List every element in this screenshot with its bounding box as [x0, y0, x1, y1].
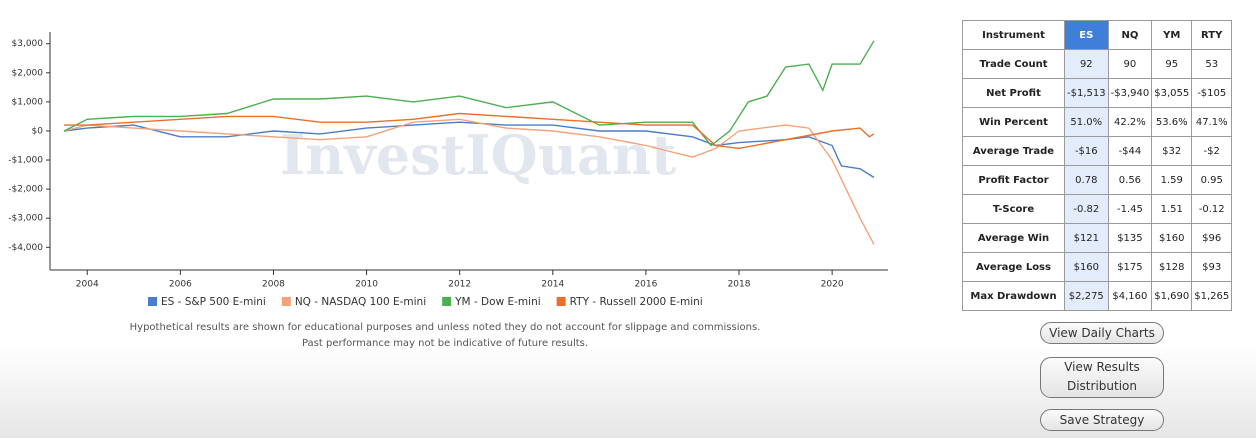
table-row: Max Drawdown $2,275 $4,160 $1,690 $1,265	[962, 281, 1233, 311]
y-tick-label: -$2,000	[8, 185, 43, 195]
x-tick-label: 2020	[821, 280, 844, 290]
cell: 47.1%	[1191, 107, 1233, 137]
cell: 0.78	[1064, 165, 1109, 195]
legend-swatch	[442, 297, 452, 306]
x-tick-label: 2004	[76, 280, 99, 290]
row-label: Profit Factor	[962, 165, 1065, 195]
cell: -1.45	[1107, 194, 1153, 224]
watermark: InvestIQuant	[280, 123, 676, 187]
legend-swatch	[148, 297, 157, 306]
cell: $32	[1151, 136, 1193, 166]
row-label: Average Win	[962, 223, 1065, 253]
cell: $2,275	[1064, 281, 1109, 311]
header-cell: RTY	[1191, 20, 1233, 50]
note: Past performance may not be indicative o…	[302, 338, 588, 349]
legend-label: RTY - Russell 2000 E-mini	[570, 296, 703, 308]
cell: -0.82	[1064, 194, 1109, 224]
y-tick-label: -$1,000	[8, 156, 43, 166]
table-row: Win Percent 51.0% 42.2% 53.6% 47.1%	[962, 107, 1233, 137]
cell: $1,265	[1191, 281, 1233, 311]
cell: $3,055	[1151, 78, 1193, 108]
row-label: Win Percent	[962, 107, 1065, 137]
y-tick-label: -$4,000	[8, 243, 43, 253]
row-label: Average Trade	[962, 136, 1065, 166]
y-tick-label: -$3,000	[8, 214, 43, 224]
cell: $121	[1064, 223, 1109, 253]
row-label: Trade Count	[962, 49, 1065, 79]
cell: $96	[1191, 223, 1233, 253]
table-header-row: Instrument ES NQ YM RTY	[962, 20, 1233, 50]
x-tick-label: 2016	[634, 280, 657, 290]
view-daily-charts-button[interactable]: View Daily Charts	[1040, 322, 1164, 344]
series-line	[63, 40, 875, 147]
table-row: Profit Factor 0.78 0.56 1.59 0.95	[962, 165, 1233, 195]
cell: $1,690	[1151, 281, 1193, 311]
save-strategy-button[interactable]: Save Strategy	[1040, 409, 1164, 431]
stats-table: Instrument ES NQ YM RTY Trade Count 92 90 95 53 Ne…	[962, 20, 1233, 311]
x-tick-label: 2014	[541, 280, 564, 290]
cell: $160	[1064, 252, 1109, 282]
legend-label: NQ - NASDAQ 100 E-mini	[295, 296, 426, 308]
header-cell: ES	[1064, 20, 1109, 50]
x-tick-label: 2018	[728, 280, 751, 290]
y-tick-label: $1,000	[12, 97, 44, 107]
x-tick-label: 2008	[262, 280, 285, 290]
table-row: Trade Count 92 90 95 53	[962, 49, 1233, 79]
legend-label: YM - Dow E-mini	[454, 296, 541, 308]
view-results-distribution-button[interactable]: View Results Distribution	[1040, 357, 1164, 398]
cell: 53.6%	[1151, 107, 1193, 137]
y-tick-label: $2,000	[12, 68, 44, 78]
cell: -$16	[1064, 136, 1109, 166]
header-cell: YM	[1151, 20, 1193, 50]
note: Hypothetical results are shown for educa…	[130, 322, 761, 333]
cell: -$105	[1191, 78, 1233, 108]
cell: $135	[1107, 223, 1153, 253]
row-label: T-Score	[962, 194, 1065, 224]
chart: InvestIQuant Hypothetical results are sh…	[8, 32, 888, 349]
x-tick-label: 2006	[169, 280, 192, 290]
cell: 42.2%	[1107, 107, 1153, 137]
legend-label: ES - S&P 500 E-mini	[161, 296, 266, 308]
cell: 90	[1107, 49, 1153, 79]
x-tick-label: 2012	[448, 280, 471, 290]
legend-swatch	[556, 297, 566, 306]
cell: 1.59	[1151, 165, 1193, 195]
row-label: Average Loss	[962, 252, 1065, 282]
row-label: Net Profit	[962, 78, 1065, 108]
cell: $4,160	[1107, 281, 1153, 311]
legend-swatch	[281, 297, 291, 306]
cell: 51.0%	[1064, 107, 1109, 137]
cell: 53	[1191, 49, 1233, 79]
table-row: Average Trade -$16 -$44 $32 -$2	[962, 136, 1233, 166]
cell: -0.12	[1191, 194, 1233, 224]
series-line	[64, 112, 875, 150]
cell: -$1,513	[1064, 78, 1109, 108]
x-tick-label: 2010	[355, 280, 378, 290]
cell: -$44	[1107, 136, 1153, 166]
y-tick-label: $0	[32, 126, 44, 136]
header-cell: Instrument	[962, 20, 1065, 50]
table-row: Net Profit -$1,513 -$3,940 $3,055 -$105	[962, 78, 1233, 108]
table-row: Average Loss $160 $175 $128 $93	[962, 252, 1233, 282]
series-line	[63, 118, 875, 245]
cell: 0.56	[1107, 165, 1153, 195]
cell: $128	[1151, 252, 1193, 282]
cell: $160	[1151, 223, 1193, 253]
cell: -$3,940	[1107, 78, 1153, 108]
header-cell: NQ	[1107, 20, 1153, 50]
y-tick-label: $3,000	[12, 39, 44, 49]
cell: 1.51	[1151, 194, 1193, 224]
cell: 95	[1151, 49, 1193, 79]
cell: $175	[1107, 252, 1153, 282]
cell: 0.95	[1191, 165, 1233, 195]
cell: -$2	[1191, 136, 1233, 166]
table-row: Average Win $121 $135 $160 $96	[962, 223, 1233, 253]
cell: 92	[1064, 49, 1109, 79]
cell: $93	[1191, 252, 1233, 282]
table-row: T-Score -0.82 -1.45 1.51 -0.12	[962, 194, 1233, 224]
row-label: Max Drawdown	[962, 281, 1065, 311]
